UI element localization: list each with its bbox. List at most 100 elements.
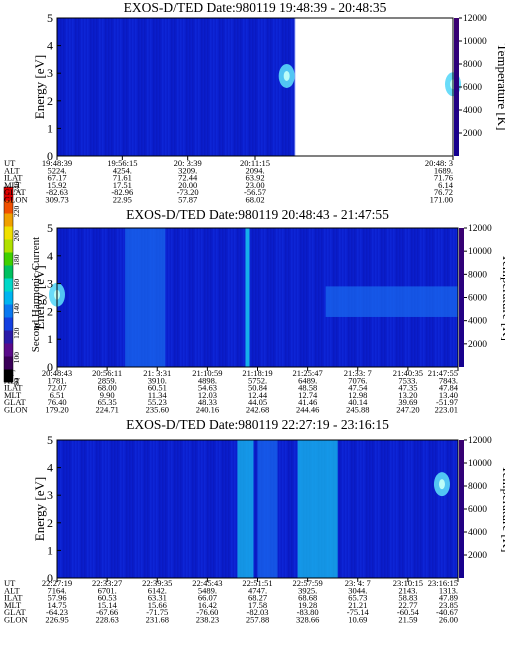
- table-cell: 1689.: [434, 165, 453, 175]
- table-cell: 65.35: [98, 397, 117, 407]
- y-tick-label: 0: [47, 360, 53, 374]
- table-cell: 47.54: [348, 383, 368, 393]
- texture-column: [168, 228, 170, 367]
- texture-column: [66, 440, 68, 578]
- colorbar-swatch: [4, 265, 13, 279]
- texture-column: [120, 228, 122, 367]
- texture-column: [261, 18, 263, 156]
- table-cell: -73.20: [177, 187, 199, 197]
- table-cell: 21:47:55: [428, 368, 458, 378]
- colorbar-swatch: [4, 356, 13, 370]
- texture-column: [72, 228, 74, 367]
- table-cell: 23:10:15: [393, 578, 423, 588]
- table-cell: 40.14: [348, 397, 368, 407]
- table-cell: 223.01: [435, 405, 458, 415]
- texture-column: [162, 440, 164, 578]
- texture-column: [219, 228, 221, 367]
- table-cell: 12.98: [348, 390, 367, 400]
- table-cell: 3044.: [348, 585, 367, 595]
- table-cell: 21:33: 7: [344, 368, 372, 378]
- table-cell: 76.40: [47, 397, 66, 407]
- colorbar-swatch: [4, 330, 13, 344]
- table-cell: 58.83: [398, 593, 417, 603]
- table-cell: 5752.: [248, 375, 267, 385]
- texture-column: [123, 228, 125, 367]
- table-cell: 23.85: [439, 600, 458, 610]
- texture-column: [369, 440, 371, 578]
- colorbar-swatch: [4, 278, 13, 292]
- texture-column: [339, 440, 341, 578]
- table-cell: 23: 4: 7: [345, 578, 371, 588]
- colorbar-swatch: [4, 343, 13, 357]
- texture-column: [111, 228, 113, 367]
- texture-column: [198, 440, 200, 578]
- table-cell: 68.68: [298, 593, 317, 603]
- y2-tick-label: 4000: [468, 528, 487, 538]
- y-axis-label: Energy [eV]: [32, 265, 47, 329]
- feature-stripe: [245, 228, 250, 367]
- table-cell: 238.23: [196, 615, 219, 625]
- texture-column: [390, 440, 392, 578]
- colorbar-swatch: [4, 239, 13, 253]
- texture-column: [90, 440, 92, 578]
- table-cell: 7843.: [439, 375, 458, 385]
- y-tick-label: 1: [47, 543, 53, 557]
- texture-column: [252, 18, 254, 156]
- table-cell: 7533.: [398, 375, 417, 385]
- texture-column: [378, 440, 380, 578]
- texture-column: [177, 228, 179, 367]
- texture-column: [111, 440, 113, 578]
- texture-column: [306, 228, 308, 367]
- table-cell: 15.66: [148, 600, 167, 610]
- texture-column: [72, 18, 74, 156]
- texture-column: [315, 228, 317, 367]
- table-cell: 4747.: [248, 585, 267, 595]
- texture-column: [357, 440, 359, 578]
- texture-column: [432, 440, 434, 578]
- texture-column: [117, 440, 119, 578]
- table-row-label: ALT: [4, 585, 21, 595]
- texture-column: [276, 18, 278, 156]
- texture-column: [198, 228, 200, 367]
- table-cell: 22:39:35: [142, 578, 172, 588]
- texture-column: [69, 18, 71, 156]
- table-cell: 48.33: [198, 397, 217, 407]
- table-cell: 22:51:51: [242, 578, 272, 588]
- texture-column: [141, 440, 143, 578]
- texture-column: [165, 18, 167, 156]
- texture-column: [246, 18, 248, 156]
- texture-column: [204, 18, 206, 156]
- table-cell: 5489.: [198, 585, 217, 595]
- texture-column: [285, 440, 287, 578]
- y2-tick-label: 8000: [463, 60, 482, 70]
- table-cell: 15.14: [98, 600, 118, 610]
- texture-column: [69, 440, 71, 578]
- y-axis-label: Energy [eV]: [32, 477, 47, 541]
- texture-column: [159, 440, 161, 578]
- colorbar-swatch: [4, 317, 13, 331]
- panel-3: EXOS-D/TED Date:980119 22:27:19 - 23:16:…: [4, 417, 505, 625]
- feature-blob-core: [438, 479, 445, 490]
- table-cell: 16.42: [198, 600, 217, 610]
- texture-column: [108, 18, 110, 156]
- texture-column: [420, 440, 422, 578]
- table-cell: 63.92: [245, 173, 264, 183]
- texture-column: [261, 228, 263, 367]
- table-cell: 20.00: [178, 180, 197, 190]
- texture-column: [351, 440, 353, 578]
- table-cell: 3925.: [298, 585, 317, 595]
- feature-blob-core: [283, 70, 290, 81]
- y-tick-label: 4: [47, 249, 53, 263]
- colorbar-tick-label: 240: [12, 181, 21, 193]
- texture-column: [141, 18, 143, 156]
- table-cell: 6701.: [98, 585, 117, 595]
- table-cell: 71.76: [434, 173, 453, 183]
- texture-column: [87, 228, 89, 367]
- texture-column: [381, 440, 383, 578]
- texture-column: [285, 228, 287, 367]
- y2-tick-label: 10000: [468, 247, 492, 257]
- table-cell: -67.66: [96, 607, 118, 617]
- y-tick-label: 1: [47, 121, 53, 135]
- table-cell: 21: 3:31: [143, 368, 171, 378]
- texture-column: [186, 18, 188, 156]
